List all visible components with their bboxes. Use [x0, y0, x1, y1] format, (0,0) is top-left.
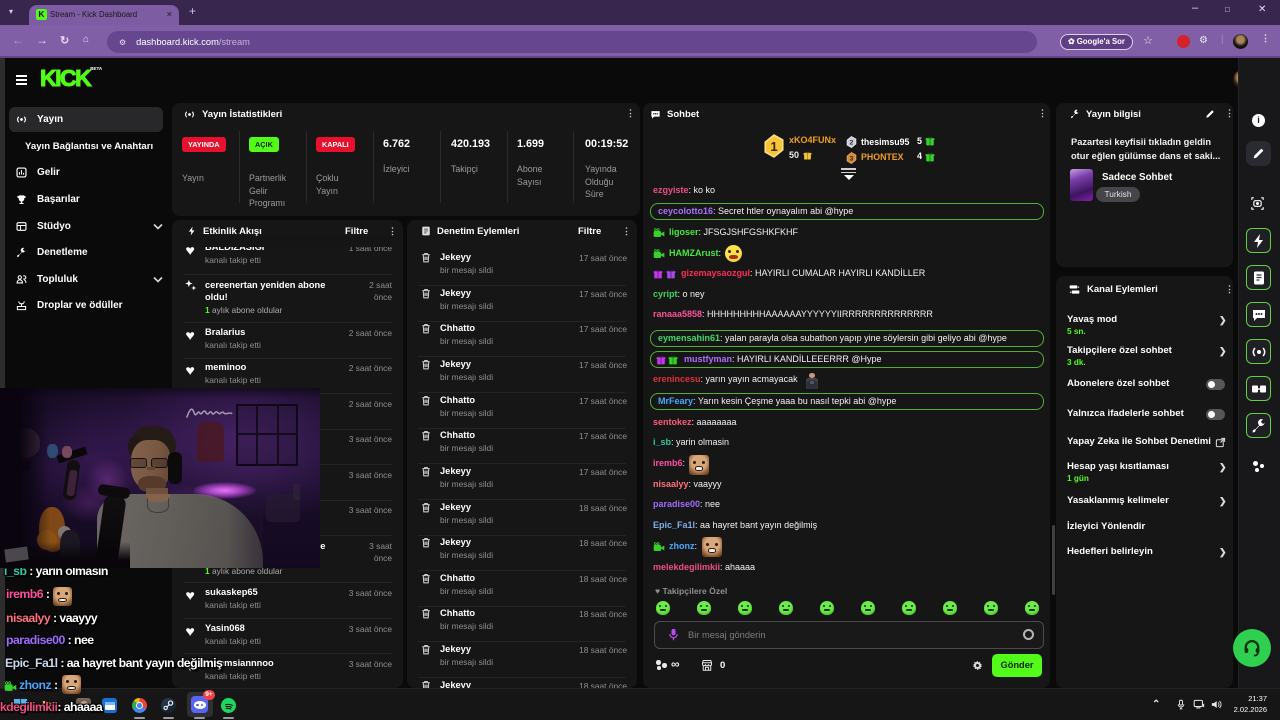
svg-text:3: 3	[850, 155, 854, 162]
svg-text:1: 1	[770, 139, 777, 154]
svg-text:2: 2	[850, 139, 854, 146]
